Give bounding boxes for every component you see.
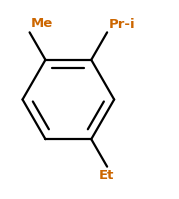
Text: Et: Et [99,169,114,182]
Text: Pr-i: Pr-i [109,18,136,31]
Text: Me: Me [30,17,53,30]
